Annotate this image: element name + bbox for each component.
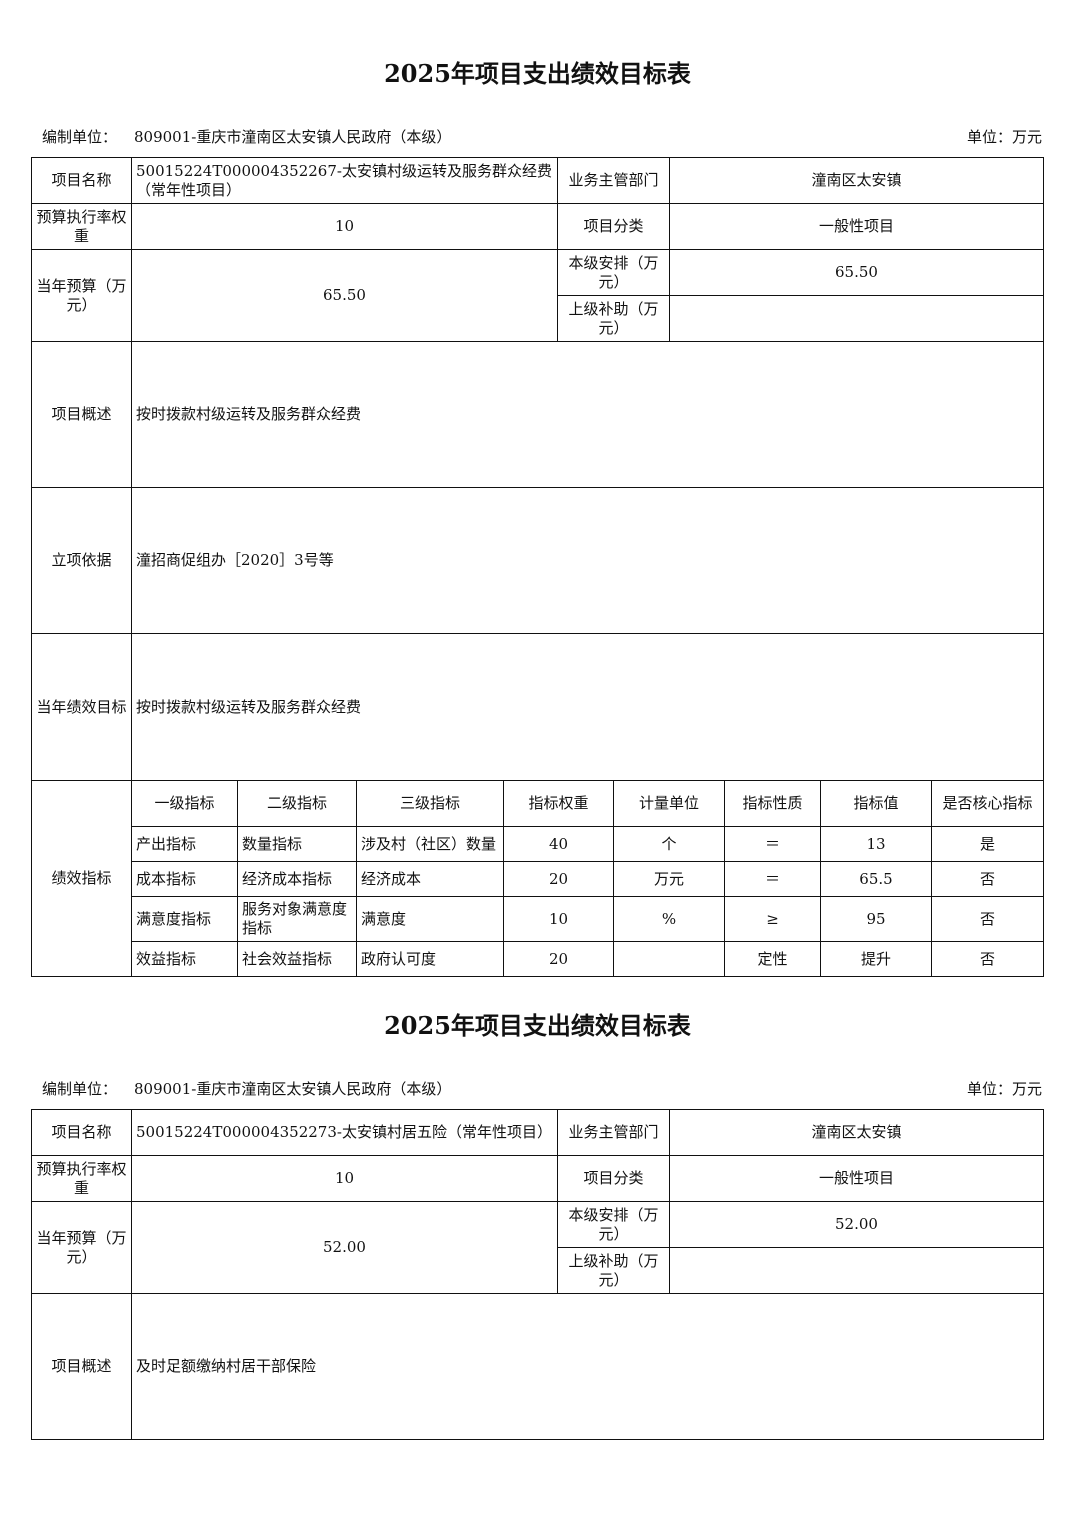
cell: ＝ xyxy=(724,826,821,862)
col-header: 计量单位 xyxy=(613,780,725,827)
cell: 20 xyxy=(503,861,614,897)
label-weight: 预算执行率权重 xyxy=(31,203,132,250)
goal-value: 按时拨款村级运转及服务群众经费 xyxy=(131,633,1044,781)
cell: 效益指标 xyxy=(131,941,238,977)
page-title: 2025年项目支出绩效目标表 xyxy=(384,1011,691,1040)
local-value: 65.50 xyxy=(669,249,1044,296)
table-row: 满意度指标 服务对象满意度指标 满意度 10% ≥95 否 xyxy=(32,896,1044,942)
org-label: 编制单位： xyxy=(42,128,118,146)
local-value: 52.00 xyxy=(669,1201,1044,1248)
cell: 经济成本 xyxy=(356,861,504,897)
label-upper: 上级补助（万元） xyxy=(557,295,670,342)
page-title: 2025年项目支出绩效目标表 xyxy=(384,59,691,88)
label-category: 项目分类 xyxy=(557,1155,670,1202)
col-header: 三级指标 xyxy=(356,780,504,827)
cell: 数量指标 xyxy=(237,826,357,862)
unit-label: 单位：万元 xyxy=(966,1080,1042,1098)
dept-value: 潼南区太安镇 xyxy=(669,1109,1044,1156)
cell: ＝ xyxy=(724,861,821,897)
cell: 满意度 xyxy=(356,896,504,942)
label-local: 本级安排（万元） xyxy=(557,1201,670,1248)
project-name: 50015224T000004352273-太安镇村居五险（常年性项目） xyxy=(131,1109,558,1156)
cell: 万元 xyxy=(613,861,725,897)
label-goal: 当年绩效目标 xyxy=(31,633,132,781)
cell: 涉及村（社区）数量 xyxy=(356,826,504,862)
weight-value: 10 xyxy=(131,1155,558,1202)
cell: 10 xyxy=(503,896,614,942)
cell: 否 xyxy=(931,896,1044,942)
col-header: 指标权重 xyxy=(503,780,614,827)
overview-value: 按时拨款村级运转及服务群众经费 xyxy=(131,341,1044,488)
cell: 个 xyxy=(613,826,725,862)
cell: 13 xyxy=(820,826,932,862)
org-name: 809001-重庆市潼南区太安镇人民政府（本级） xyxy=(134,1080,452,1098)
budget-value: 65.50 xyxy=(131,249,558,342)
label-budget: 当年预算（万元） xyxy=(31,249,132,342)
cell: 否 xyxy=(931,941,1044,977)
unit-label: 单位：万元 xyxy=(966,128,1042,146)
label-overview: 项目概述 xyxy=(31,341,132,488)
cell: 40 xyxy=(503,826,614,862)
label-upper: 上级补助（万元） xyxy=(557,1247,670,1294)
label-dept: 业务主管部门 xyxy=(557,157,670,204)
cell: % xyxy=(613,896,725,942)
overview-value: 及时足额缴纳村居干部保险 xyxy=(131,1293,1044,1440)
project-table: 项目名称 50015224T000004352273-太安镇村居五险（常年性项目）… xyxy=(31,1109,1044,1440)
label-name: 项目名称 xyxy=(31,157,132,204)
upper-value xyxy=(669,1247,1044,1294)
cell: 成本指标 xyxy=(131,861,238,897)
cell: 定性 xyxy=(724,941,821,977)
label-weight: 预算执行率权重 xyxy=(31,1155,132,1202)
col-header: 是否核心指标 xyxy=(931,780,1044,827)
cell: 65.5 xyxy=(820,861,932,897)
project-name: 50015224T000004352267-太安镇村级运转及服务群众经费（常年性… xyxy=(131,157,558,204)
org-name: 809001-重庆市潼南区太安镇人民政府（本级） xyxy=(134,128,452,146)
label-indicators: 绩效指标 xyxy=(31,780,132,977)
cell: 是 xyxy=(931,826,1044,862)
basis-value: 潼招商促组办［2020］3号等 xyxy=(131,487,1044,634)
label-budget: 当年预算（万元） xyxy=(31,1201,132,1294)
label-basis: 立项依据 xyxy=(31,487,132,634)
label-overview: 项目概述 xyxy=(31,1293,132,1440)
col-header: 指标值 xyxy=(820,780,932,827)
col-header: 指标性质 xyxy=(724,780,821,827)
table-row: 效益指标 社会效益指标 政府认可度 20 定性 提升否 xyxy=(32,941,1044,977)
label-category: 项目分类 xyxy=(557,203,670,250)
weight-value: 10 xyxy=(131,203,558,250)
header-line: 编制单位： 809001-重庆市潼南区太安镇人民政府（本级） 单位：万元 xyxy=(42,126,1042,147)
category-value: 一般性项目 xyxy=(669,203,1044,250)
table-row: 成本指标 经济成本指标 经济成本 20 万元＝ 65.5 否 xyxy=(32,861,1044,897)
org-label: 编制单位： xyxy=(42,1080,118,1098)
category-value: 一般性项目 xyxy=(669,1155,1044,1202)
project-table: 项目名称 50015224T000004352267-太安镇村级运转及服务群众经费… xyxy=(31,157,1044,781)
cell: 服务对象满意度指标 xyxy=(237,896,357,942)
col-header: 二级指标 xyxy=(237,780,357,827)
header-line: 编制单位： 809001-重庆市潼南区太安镇人民政府（本级） 单位：万元 xyxy=(42,1078,1042,1099)
upper-value xyxy=(669,295,1044,342)
cell: 社会效益指标 xyxy=(237,941,357,977)
indicator-table: 绩效指标 一级指标 二级指标 三级指标 指标权重 计量单位 指标性质 指标值 是否核心指标 产… xyxy=(31,780,1044,977)
label-local: 本级安排（万元） xyxy=(557,249,670,296)
cell: 否 xyxy=(931,861,1044,897)
budget-value: 52.00 xyxy=(131,1201,558,1294)
cell: 经济成本指标 xyxy=(237,861,357,897)
cell: 提升 xyxy=(820,941,932,977)
cell xyxy=(613,941,725,977)
label-name: 项目名称 xyxy=(31,1109,132,1156)
cell: 20 xyxy=(503,941,614,977)
cell: 满意度指标 xyxy=(131,896,238,942)
cell: 产出指标 xyxy=(131,826,238,862)
col-header: 一级指标 xyxy=(131,780,238,827)
table-row: 产出指标 数量指标 涉及村（社区）数量 40 个＝ 13 是 xyxy=(32,826,1044,862)
cell: 95 xyxy=(820,896,932,942)
cell: 政府认可度 xyxy=(356,941,504,977)
cell: ≥ xyxy=(724,896,821,942)
dept-value: 潼南区太安镇 xyxy=(669,157,1044,204)
label-dept: 业务主管部门 xyxy=(557,1109,670,1156)
